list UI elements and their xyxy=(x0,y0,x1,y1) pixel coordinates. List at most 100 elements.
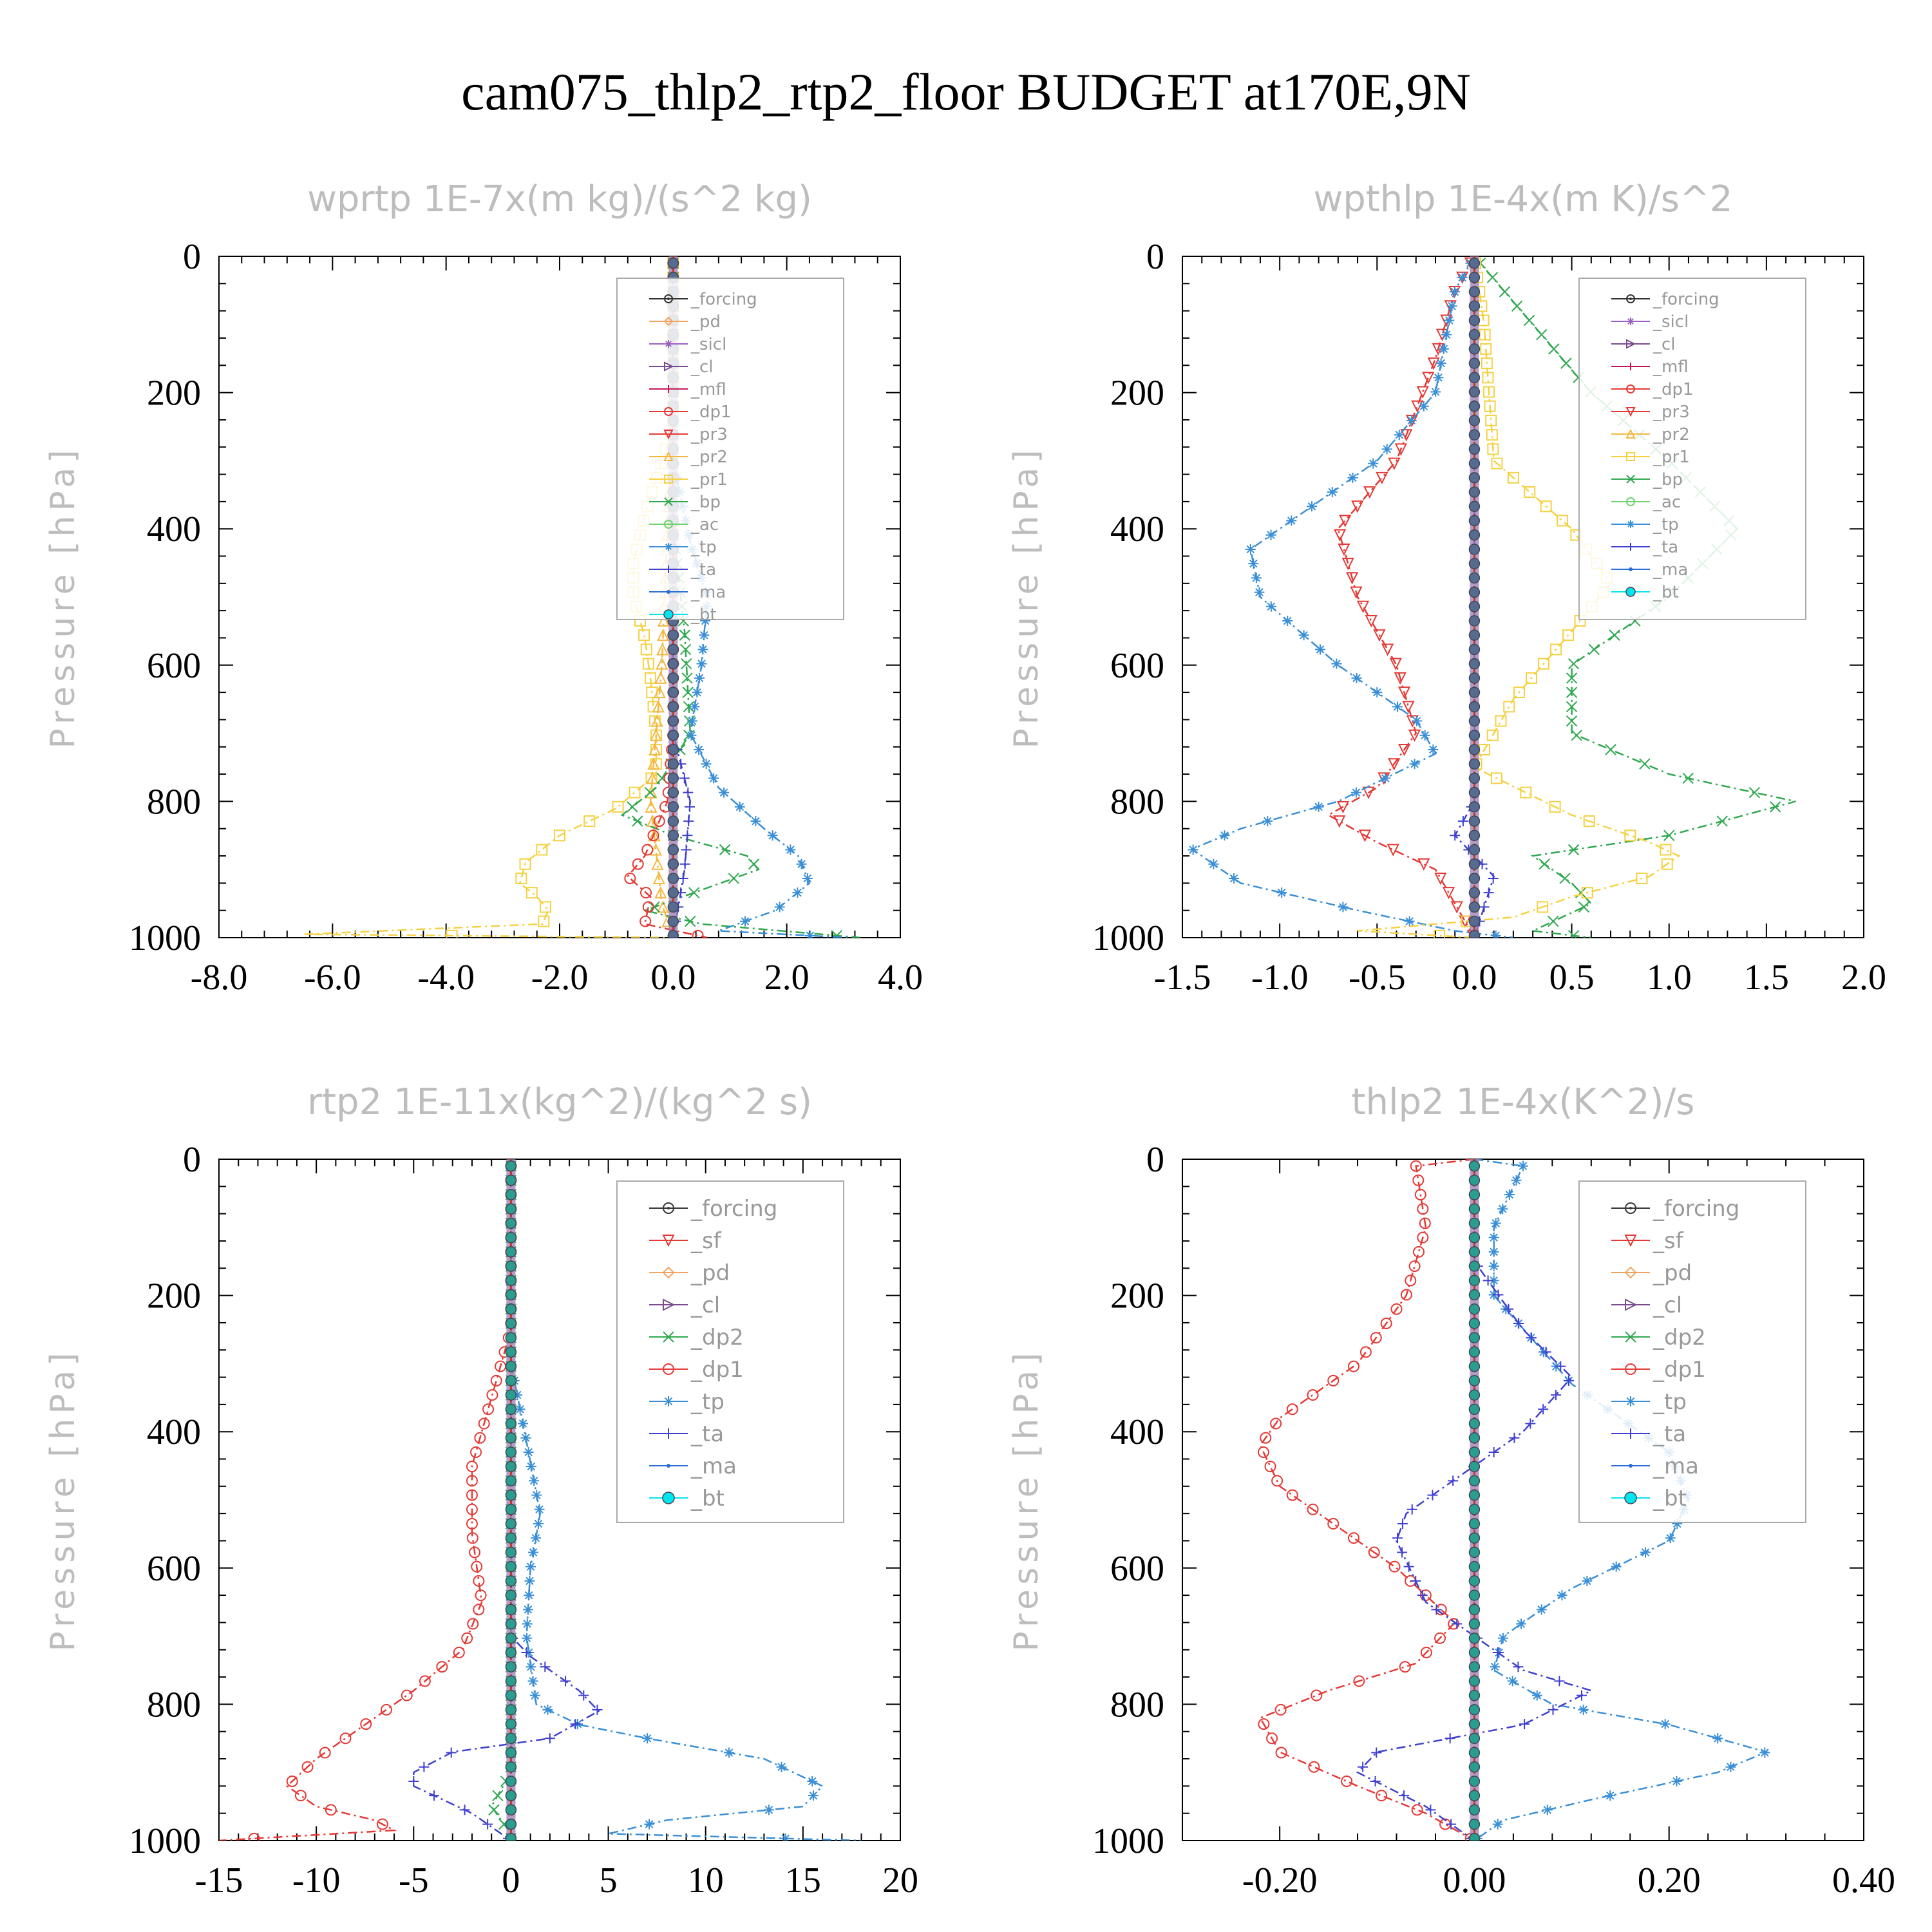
legend-label: _pr2 xyxy=(690,448,728,467)
series-point xyxy=(453,1646,465,1658)
series-point xyxy=(1503,701,1515,713)
series-point xyxy=(1208,858,1219,869)
series-point xyxy=(1264,1461,1276,1473)
series-point xyxy=(1468,314,1481,327)
legend-marker xyxy=(663,1428,674,1439)
series-point xyxy=(505,1704,517,1716)
series-point xyxy=(667,829,679,842)
legend-marker xyxy=(663,316,674,327)
y-tick-label: 600 xyxy=(1110,646,1164,686)
series-point xyxy=(1468,1532,1481,1544)
series-point xyxy=(667,701,679,713)
series-point xyxy=(475,1589,487,1602)
series-point xyxy=(478,1417,490,1430)
legend-label: _bt xyxy=(690,605,717,625)
series-point xyxy=(1468,1489,1481,1501)
series-point xyxy=(682,830,693,841)
series-point xyxy=(1468,1203,1481,1215)
series-point xyxy=(679,773,690,784)
series-point xyxy=(419,1761,430,1772)
series-point xyxy=(1759,1747,1770,1758)
series-point xyxy=(1389,658,1402,670)
series-point xyxy=(1497,1204,1508,1215)
series-ta xyxy=(408,1159,603,1841)
series-point xyxy=(505,1732,517,1745)
legend-item-bt: _bt xyxy=(1611,583,1679,602)
series-point xyxy=(1481,357,1493,370)
figure-title: cam075_thlp2_rtp2_floor BUDGET at170E,9N xyxy=(461,62,1471,121)
series-point xyxy=(667,815,679,827)
series-point xyxy=(1507,471,1519,484)
series-point xyxy=(774,902,785,913)
series-point xyxy=(1566,687,1578,698)
series-point xyxy=(1254,587,1265,598)
legend-marker xyxy=(662,1492,675,1504)
series-point xyxy=(642,658,654,670)
legend-item-pr1: _pr1 xyxy=(649,470,728,489)
series-point xyxy=(1399,1790,1409,1801)
series-point xyxy=(492,1790,504,1801)
series-point xyxy=(1394,672,1406,685)
series-point xyxy=(570,1719,581,1730)
series-point xyxy=(667,257,679,269)
series-point xyxy=(505,1647,517,1658)
series-point xyxy=(627,801,638,813)
series-point xyxy=(1468,672,1481,684)
legend-marker xyxy=(663,1363,674,1375)
legend-marker xyxy=(665,385,672,393)
series-point xyxy=(650,728,663,741)
series-point xyxy=(1307,501,1318,512)
series-point xyxy=(1468,601,1481,612)
y-tick-label: 1000 xyxy=(129,1821,201,1861)
legend-item-dp1: _dp1 xyxy=(649,1357,744,1383)
legend-label: _sf xyxy=(1653,1228,1684,1254)
series-point xyxy=(466,1475,478,1487)
legend-item-dp1: _dp1 xyxy=(1611,1357,1706,1383)
series-point xyxy=(505,1417,517,1430)
series-point xyxy=(1468,1647,1481,1658)
series-point xyxy=(401,1689,413,1701)
series-point xyxy=(682,687,694,698)
legend-label: _ta xyxy=(1653,538,1678,557)
legend: _forcing _sf _pd _cl _dp2 _dp1 _tp _ta _ma _bt xyxy=(1578,1180,1806,1523)
series-point xyxy=(804,930,815,938)
y-tick-label: 600 xyxy=(147,1549,201,1589)
series-point xyxy=(1350,586,1363,599)
series-point xyxy=(1358,1761,1368,1772)
legend-label: _mfl xyxy=(690,380,726,399)
legend-item-ta: _ta xyxy=(1611,1421,1686,1447)
series-point xyxy=(802,873,813,884)
series-point xyxy=(686,730,697,741)
y-tick-label: 0 xyxy=(1146,237,1164,277)
series-point xyxy=(656,900,670,913)
series-point xyxy=(651,857,664,870)
series-point xyxy=(1286,1403,1298,1416)
series-line xyxy=(1259,1159,1475,1841)
series-point xyxy=(1286,1489,1298,1501)
x-tick-label: -5 xyxy=(399,1861,429,1900)
series-point xyxy=(1394,430,1405,440)
series-point xyxy=(1468,1804,1481,1816)
series-point xyxy=(505,1489,517,1501)
series-point xyxy=(592,1704,603,1715)
series-bt xyxy=(1468,1159,1481,1841)
legend-marker xyxy=(667,590,670,594)
series-point xyxy=(1406,415,1417,426)
series-point xyxy=(1419,730,1430,741)
legend-label: _forcing xyxy=(1653,1196,1739,1222)
legend-marker xyxy=(1625,407,1636,417)
series-point xyxy=(286,1775,298,1787)
series-point xyxy=(1410,1160,1422,1172)
series-point xyxy=(1486,729,1499,741)
legend-item-dp1: _dp1 xyxy=(649,402,732,422)
series-point xyxy=(796,858,807,869)
legend-label: _ta xyxy=(690,560,716,580)
series-point xyxy=(419,1675,431,1687)
legend-marker xyxy=(1624,1266,1637,1279)
series-point xyxy=(505,1217,517,1229)
legend: _forcing _sicl _cl _mfl _dp1 _pr3 _pr2 _pr1 _bp _… xyxy=(1578,278,1806,620)
series-point xyxy=(1468,1246,1481,1258)
legend-item-pr1: _pr1 xyxy=(1611,448,1690,467)
series-point xyxy=(1468,1560,1481,1573)
series-point xyxy=(1362,786,1375,799)
